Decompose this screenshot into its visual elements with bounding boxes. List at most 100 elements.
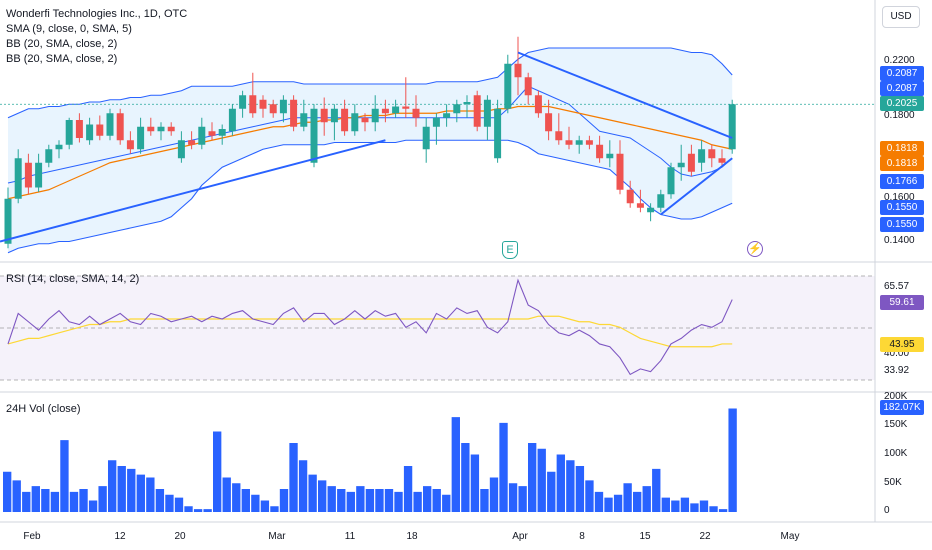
volume-bar xyxy=(566,460,575,512)
volume-bar xyxy=(575,466,585,512)
candle-body xyxy=(524,77,532,96)
candle-body xyxy=(341,108,349,132)
earnings-icon[interactable]: E xyxy=(502,241,518,259)
volume-bar xyxy=(547,471,556,512)
volume-bar xyxy=(451,417,460,512)
candle-body xyxy=(65,120,73,145)
volume-bar xyxy=(394,491,403,512)
volume-bar xyxy=(613,494,623,512)
volume-bar xyxy=(127,468,136,512)
volume-bar xyxy=(528,443,537,512)
candle-body xyxy=(647,207,655,213)
price-tag-bb-basis: 0.1766 xyxy=(880,174,924,189)
volume-bar xyxy=(184,506,193,512)
volume-bar xyxy=(174,497,184,512)
volume-bar xyxy=(327,486,336,512)
volume-tick: 0 xyxy=(884,505,890,516)
candle-body xyxy=(4,198,12,244)
volume-bar xyxy=(60,440,69,512)
volume-bar xyxy=(556,454,565,512)
volume-bar xyxy=(508,483,518,512)
bb-basis-line xyxy=(7,85,733,184)
volume-bar xyxy=(442,494,451,512)
candle-body xyxy=(565,140,573,145)
candle-body xyxy=(463,102,471,105)
candle-body xyxy=(575,140,583,145)
volume-bar xyxy=(270,506,279,512)
candle-body xyxy=(218,129,226,136)
candle-body xyxy=(106,113,114,136)
x-tick: 22 xyxy=(699,531,711,542)
candle-body xyxy=(708,149,716,159)
candle-body xyxy=(422,126,430,150)
price-tag-bb-upper: 0.2087 xyxy=(880,81,924,96)
candle-body xyxy=(249,95,257,114)
x-tick: Feb xyxy=(23,531,41,542)
volume-bar xyxy=(499,422,508,512)
candle-body xyxy=(453,104,461,114)
candle-body xyxy=(483,99,491,127)
volume-bar xyxy=(12,480,21,512)
volume-bar xyxy=(728,408,737,512)
candle-body xyxy=(636,203,644,208)
volume-bar xyxy=(318,480,327,512)
rsi-ma-line xyxy=(7,315,733,348)
candle-body xyxy=(269,104,277,114)
rsi-tick: 65.57 xyxy=(884,281,910,292)
volume-bar xyxy=(537,448,546,512)
candle-body xyxy=(228,108,236,132)
candle-body xyxy=(504,63,512,109)
volume-legend: 24H Vol (close) xyxy=(6,403,81,415)
dividend-lightning-icon[interactable]: ⚡ xyxy=(747,241,763,257)
volume-bar xyxy=(623,483,632,512)
price-tick: 0.1800 xyxy=(884,110,915,121)
candle-body xyxy=(371,108,379,123)
volume-bar xyxy=(88,500,98,512)
volume-bar xyxy=(365,489,375,512)
trendline-resistance xyxy=(517,51,733,139)
candle-body xyxy=(198,126,206,145)
bollinger-fill xyxy=(8,48,733,253)
volume-bar xyxy=(69,491,79,512)
candle-body xyxy=(728,104,736,150)
candle-body xyxy=(402,106,410,109)
x-tick: 18 xyxy=(406,531,418,542)
candle-body xyxy=(279,99,287,114)
candle-body xyxy=(167,126,175,132)
volume-bar xyxy=(232,483,241,512)
symbol-title: Wonderfi Technologies Inc., 1D, OTC xyxy=(6,8,188,20)
candle-body xyxy=(432,117,440,127)
x-tick: 12 xyxy=(114,531,126,542)
chart-legend: Wonderfi Technologies Inc., 1D, OTC SMA … xyxy=(6,7,187,67)
candle-body xyxy=(86,124,94,141)
volume-bar xyxy=(413,491,422,512)
candle-body xyxy=(320,108,328,123)
volume-bar xyxy=(709,506,718,512)
volume-bar xyxy=(298,460,308,512)
candle-body xyxy=(188,140,196,145)
volume-bar xyxy=(356,486,365,512)
candle-body xyxy=(208,131,216,136)
volume-bar xyxy=(518,486,527,512)
candle-body xyxy=(55,144,63,150)
price-tag-sma: 0.1818 xyxy=(880,141,924,156)
price-tag-last: 0.2025 xyxy=(880,96,924,111)
trendline-support xyxy=(0,139,386,243)
volume-bar xyxy=(661,497,670,512)
candle-body xyxy=(473,95,481,127)
volume-bar xyxy=(41,489,50,512)
volume-bar xyxy=(489,477,499,512)
candle-body xyxy=(330,108,338,123)
price-tick: 0.1600 xyxy=(884,192,915,203)
legend-bb-2: BB (20, SMA, close, 2) xyxy=(6,53,118,65)
currency-button[interactable]: USD xyxy=(882,6,920,28)
sma-line xyxy=(7,105,733,200)
volume-bar xyxy=(718,509,728,512)
price-tick: 0.1400 xyxy=(884,235,915,246)
volume-bar xyxy=(260,500,270,512)
candle-body xyxy=(116,113,124,141)
volume-bar xyxy=(203,509,212,512)
volume-bar xyxy=(31,486,40,512)
candle-body xyxy=(14,158,22,199)
